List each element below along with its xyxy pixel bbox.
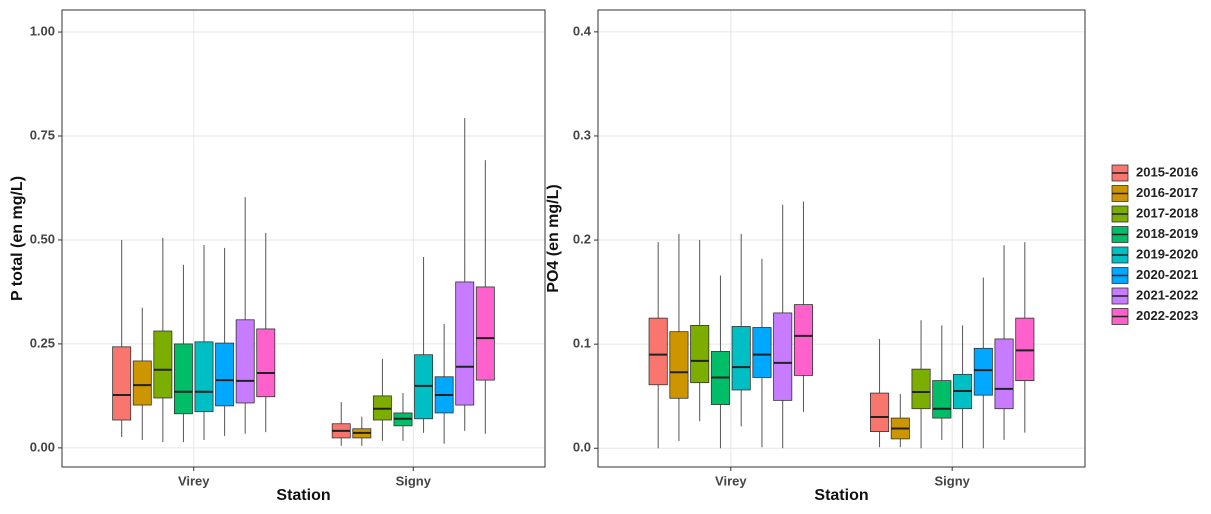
y-tick-label: 0.1 bbox=[573, 336, 591, 351]
box bbox=[994, 338, 1014, 410]
plot-border bbox=[597, 9, 1086, 468]
legend-label: 2017-2018 bbox=[1136, 205, 1198, 220]
x-axis-title: Station bbox=[276, 487, 330, 504]
legend-label: 2020-2021 bbox=[1136, 267, 1198, 282]
y-tick-label: 0.4 bbox=[573, 23, 592, 38]
box bbox=[173, 343, 193, 415]
y-axis-title: PO4 (en mg/L) bbox=[545, 184, 562, 292]
y-tick-label: 0.50 bbox=[30, 231, 55, 246]
y-tick-label: 0.0 bbox=[573, 440, 591, 455]
legend-label: 2019-2020 bbox=[1136, 246, 1198, 261]
y-tick-label: 0.75 bbox=[30, 127, 55, 142]
box bbox=[773, 312, 793, 401]
plot-border bbox=[61, 9, 546, 468]
box bbox=[1015, 317, 1035, 381]
x-tick-label: Virey bbox=[178, 473, 210, 488]
box bbox=[870, 392, 890, 433]
x-tick-label: Virey bbox=[715, 473, 747, 488]
y-tick-label: 0.00 bbox=[30, 439, 55, 454]
x-axis-title: Station bbox=[814, 487, 868, 504]
box bbox=[215, 342, 235, 407]
box bbox=[973, 347, 993, 396]
box bbox=[731, 326, 751, 391]
legend-label: 2016-2017 bbox=[1136, 185, 1198, 200]
y-tick-label: 0.3 bbox=[573, 127, 591, 142]
box bbox=[690, 325, 710, 384]
box bbox=[132, 360, 152, 406]
x-tick-label: Signy bbox=[396, 473, 432, 488]
legend-label: 2015-2016 bbox=[1136, 164, 1198, 179]
x-tick-label: Signy bbox=[934, 473, 970, 488]
box bbox=[669, 331, 689, 399]
y-tick-label: 1.00 bbox=[30, 23, 55, 38]
box bbox=[153, 330, 173, 399]
y-tick-label: 0.2 bbox=[573, 231, 591, 246]
box bbox=[112, 346, 132, 421]
legend-label: 2021-2022 bbox=[1136, 287, 1198, 302]
legend-label: 2018-2019 bbox=[1136, 226, 1198, 241]
box bbox=[752, 327, 772, 378]
box bbox=[648, 317, 668, 386]
box bbox=[256, 328, 276, 398]
box bbox=[475, 286, 495, 381]
box bbox=[911, 368, 931, 410]
box bbox=[932, 380, 952, 419]
box bbox=[235, 319, 255, 404]
box bbox=[194, 341, 214, 413]
y-axis-title: P total (en mg/L) bbox=[9, 176, 26, 301]
box bbox=[455, 281, 475, 406]
y-tick-label: 0.25 bbox=[30, 335, 55, 350]
box bbox=[793, 304, 813, 376]
legend-label: 2022-2023 bbox=[1136, 308, 1198, 323]
